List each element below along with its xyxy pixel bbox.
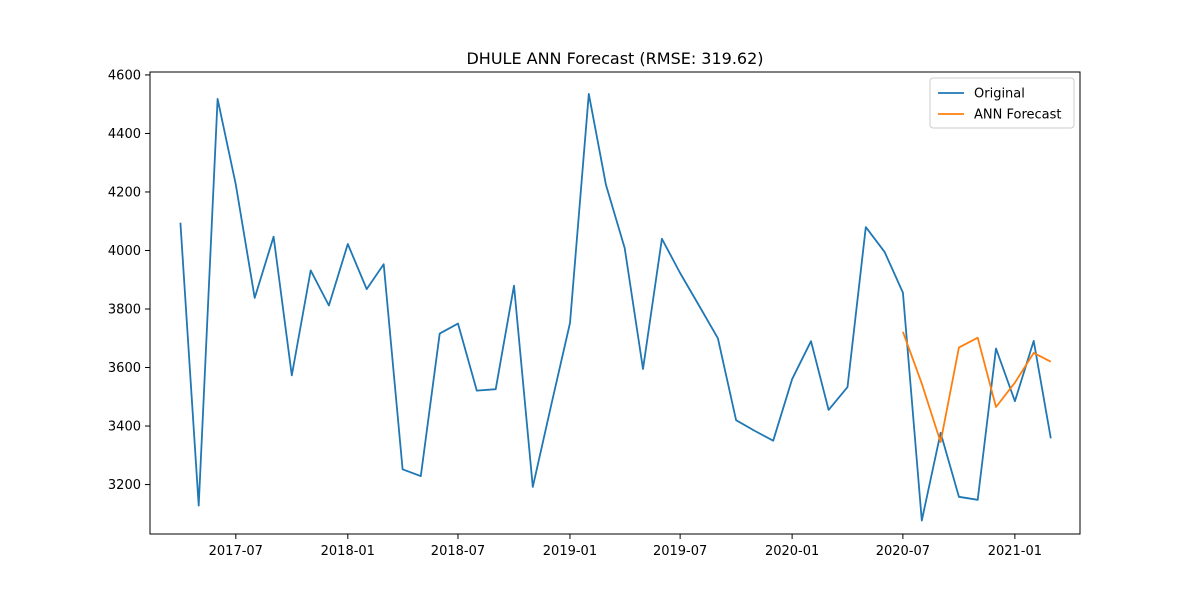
y-tick-label: 4600 bbox=[108, 68, 141, 83]
legend: Original ANN Forecast bbox=[929, 77, 1075, 129]
y-tick-label: 3200 bbox=[108, 478, 141, 493]
y-tick-label: 4200 bbox=[108, 185, 141, 200]
x-tick-label: 2018-07 bbox=[431, 544, 485, 559]
y-tick-label: 4000 bbox=[108, 244, 141, 259]
y-tick-label: 3800 bbox=[108, 302, 141, 317]
x-axis: 2017-07 2018-01 2018-07 2019-01 2019-07 2020-… bbox=[209, 534, 1042, 559]
x-tick-label: 2019-01 bbox=[543, 544, 597, 559]
x-tick-label: 2018-01 bbox=[321, 544, 375, 559]
plot-frame bbox=[149, 71, 1081, 535]
y-tick-label: 4400 bbox=[108, 127, 141, 142]
x-tick-label: 2019-07 bbox=[653, 544, 707, 559]
chart-title: DHULE ANN Forecast (RMSE: 319.62) bbox=[466, 49, 763, 68]
x-tick-label: 2020-01 bbox=[765, 544, 819, 559]
legend-box bbox=[929, 77, 1075, 129]
legend-label: ANN Forecast bbox=[974, 108, 1061, 123]
x-tick-label: 2020-07 bbox=[876, 544, 930, 559]
y-tick-label: 3400 bbox=[108, 420, 141, 435]
x-tick-label: 2017-07 bbox=[209, 544, 263, 559]
series-line-0 bbox=[179, 93, 1052, 522]
plot-lines bbox=[179, 93, 1052, 522]
y-tick-label: 3600 bbox=[108, 361, 141, 376]
series-line-1 bbox=[902, 331, 1052, 444]
legend-label: Original bbox=[974, 87, 1025, 102]
x-tick-label: 2021-01 bbox=[988, 544, 1042, 559]
y-axis: 3200 3400 3600 3800 4000 4200 4400 4600 bbox=[108, 68, 150, 493]
